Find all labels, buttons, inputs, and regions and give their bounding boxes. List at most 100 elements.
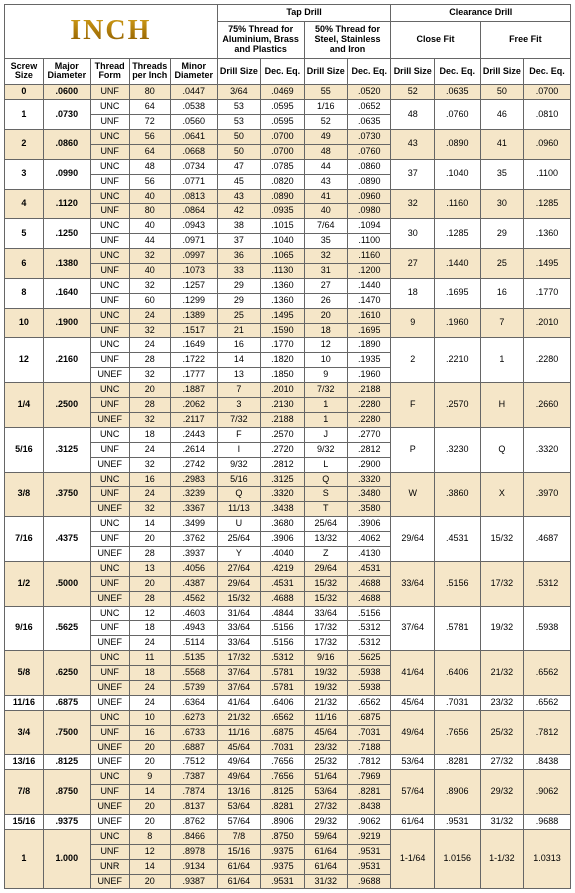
- cell: UNEF: [90, 800, 129, 815]
- column-header: Drill Size: [391, 58, 434, 85]
- cell: UNF: [90, 487, 129, 502]
- cell: 23/32: [304, 740, 347, 755]
- cell: 37/64: [217, 680, 260, 695]
- cell: 47: [217, 159, 260, 174]
- cell: 9/16: [304, 651, 347, 666]
- cell: 1: [5, 829, 44, 889]
- cell: X: [480, 472, 523, 517]
- cell: 10: [5, 308, 44, 338]
- cell: 1/16: [304, 100, 347, 115]
- cell: P: [391, 427, 434, 472]
- cell: 28: [129, 353, 170, 368]
- cell: UNC: [90, 383, 129, 398]
- cell: F: [391, 383, 434, 428]
- cell: .3580: [348, 502, 391, 517]
- cell: 29/64: [217, 576, 260, 591]
- cell: 53/64: [304, 785, 347, 800]
- cell: 64: [129, 100, 170, 115]
- cell: .5135: [170, 651, 217, 666]
- table-row: 1/2.5000UNC13.405627/64.421929/64.453133…: [5, 561, 571, 576]
- cell: UNC: [90, 249, 129, 264]
- cell: .2210: [434, 338, 480, 383]
- cell: .1440: [348, 278, 391, 293]
- cell: 55: [304, 85, 347, 100]
- column-header: Minor Diameter: [170, 58, 217, 85]
- cell: 16: [129, 472, 170, 487]
- column-header: Threads per Inch: [129, 58, 170, 85]
- cell: 15/32: [480, 517, 523, 562]
- cell: .1495: [261, 308, 304, 323]
- cell: 41: [480, 130, 523, 160]
- cell: .0760: [434, 100, 480, 130]
- cell: 56: [129, 130, 170, 145]
- cell: 18: [304, 323, 347, 338]
- cell: .5312: [261, 651, 304, 666]
- cell: .1610: [348, 308, 391, 323]
- cell: UNF: [90, 174, 129, 189]
- cell: 27: [391, 249, 434, 279]
- cell: UNEF: [90, 874, 129, 889]
- cell: .2010: [524, 308, 571, 338]
- cell: .5938: [348, 666, 391, 681]
- cell: 25: [480, 249, 523, 279]
- column-header-row: Screw SizeMajor DiameterThread FormThrea…: [5, 58, 571, 85]
- cell: .6562: [261, 710, 304, 725]
- cell: 24: [129, 680, 170, 695]
- cell: .5312: [348, 621, 391, 636]
- table-row: 5/8.6250UNC11.513517/32.53129/16.562541/…: [5, 651, 571, 666]
- cell: 25/64: [217, 532, 260, 547]
- cell: .7874: [170, 785, 217, 800]
- cell: 8: [129, 829, 170, 844]
- cell: 7/32: [304, 383, 347, 398]
- cell: 16: [129, 725, 170, 740]
- cell: UNF: [90, 725, 129, 740]
- cell: .0890: [348, 174, 391, 189]
- cell: .2770: [348, 427, 391, 442]
- cell: 53/64: [391, 755, 434, 770]
- cell: .9134: [170, 859, 217, 874]
- cell: 5/16: [5, 427, 44, 472]
- cell: 10: [304, 353, 347, 368]
- cell: I: [217, 442, 260, 457]
- cell: .5739: [170, 680, 217, 695]
- cell: 2: [5, 130, 44, 160]
- cell: 11: [129, 651, 170, 666]
- cell: 7: [480, 308, 523, 338]
- cell: UNC: [90, 159, 129, 174]
- cell: .1299: [170, 293, 217, 308]
- cell: 30: [480, 189, 523, 219]
- cell: .1495: [524, 249, 571, 279]
- cell: .5781: [261, 680, 304, 695]
- cell: UNF: [90, 323, 129, 338]
- chart-title: INCH: [70, 15, 151, 46]
- cell: 1/4: [5, 383, 44, 428]
- cell: 5/8: [5, 651, 44, 696]
- cell: 53: [217, 115, 260, 130]
- cell: W: [391, 472, 434, 517]
- column-header: Drill Size: [480, 58, 523, 85]
- cell: 18: [129, 427, 170, 442]
- table-header: INCH Tap Drill Clearance Drill 75% Threa…: [5, 5, 571, 85]
- cell: .7500: [43, 710, 90, 755]
- cell: 8: [5, 278, 44, 308]
- cell: .0560: [170, 115, 217, 130]
- cell: 13/32: [304, 532, 347, 547]
- cell: 32: [129, 278, 170, 293]
- cell: .9688: [524, 814, 571, 829]
- cell: .1285: [434, 219, 480, 249]
- cell: 52: [391, 85, 434, 100]
- cell: .2280: [348, 412, 391, 427]
- cell: 32: [129, 412, 170, 427]
- cell: .0864: [170, 204, 217, 219]
- cell: .6562: [524, 651, 571, 696]
- cell: 20: [304, 308, 347, 323]
- cell: 72: [129, 115, 170, 130]
- cell: .1120: [43, 189, 90, 219]
- cell: .8750: [43, 770, 90, 815]
- cell: 7/16: [5, 517, 44, 562]
- table-row: 15/16.9375UNEF20.876257/64.890629/32.906…: [5, 814, 571, 829]
- close-fit-header: Close Fit: [391, 21, 480, 58]
- cell: .1770: [524, 278, 571, 308]
- cell: 43: [391, 130, 434, 160]
- cell: 49/64: [391, 710, 434, 755]
